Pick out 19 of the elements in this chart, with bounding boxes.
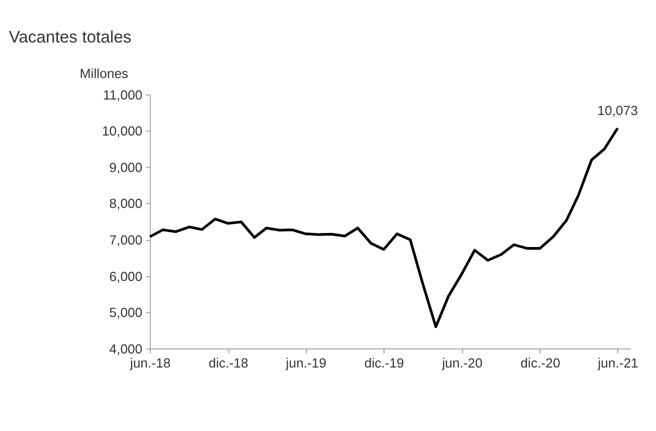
x-tick-label: dic.-20 (520, 355, 560, 370)
line-series (148, 126, 619, 328)
y-tick-label: 7,000 (109, 232, 142, 248)
x-tick-label: jun.-19 (284, 355, 326, 370)
x-tick-label: dic.-18 (208, 355, 248, 370)
y-tick-label: 6,000 (109, 268, 142, 284)
y-tick-label: 4,000 (109, 341, 142, 356)
y-tick-label: 11,000 (102, 87, 142, 102)
y-tick-label: 5,000 (109, 305, 142, 320)
chart-title: Vacantes totales (8, 28, 132, 47)
x-tick-label: jun.-21 (596, 355, 638, 370)
y-tick-label: 10,000 (102, 124, 142, 139)
y-axis-title: Millones (80, 66, 129, 82)
y-tick-label: 8,000 (109, 196, 142, 212)
x-tick-label: jun.-20 (441, 355, 483, 370)
x-tick-label: dic.-19 (364, 355, 404, 370)
x-tick-label: jun.-18 (129, 355, 171, 370)
annotation: 10,073 (597, 102, 638, 118)
y-tick-label: 9,000 (109, 160, 142, 175)
